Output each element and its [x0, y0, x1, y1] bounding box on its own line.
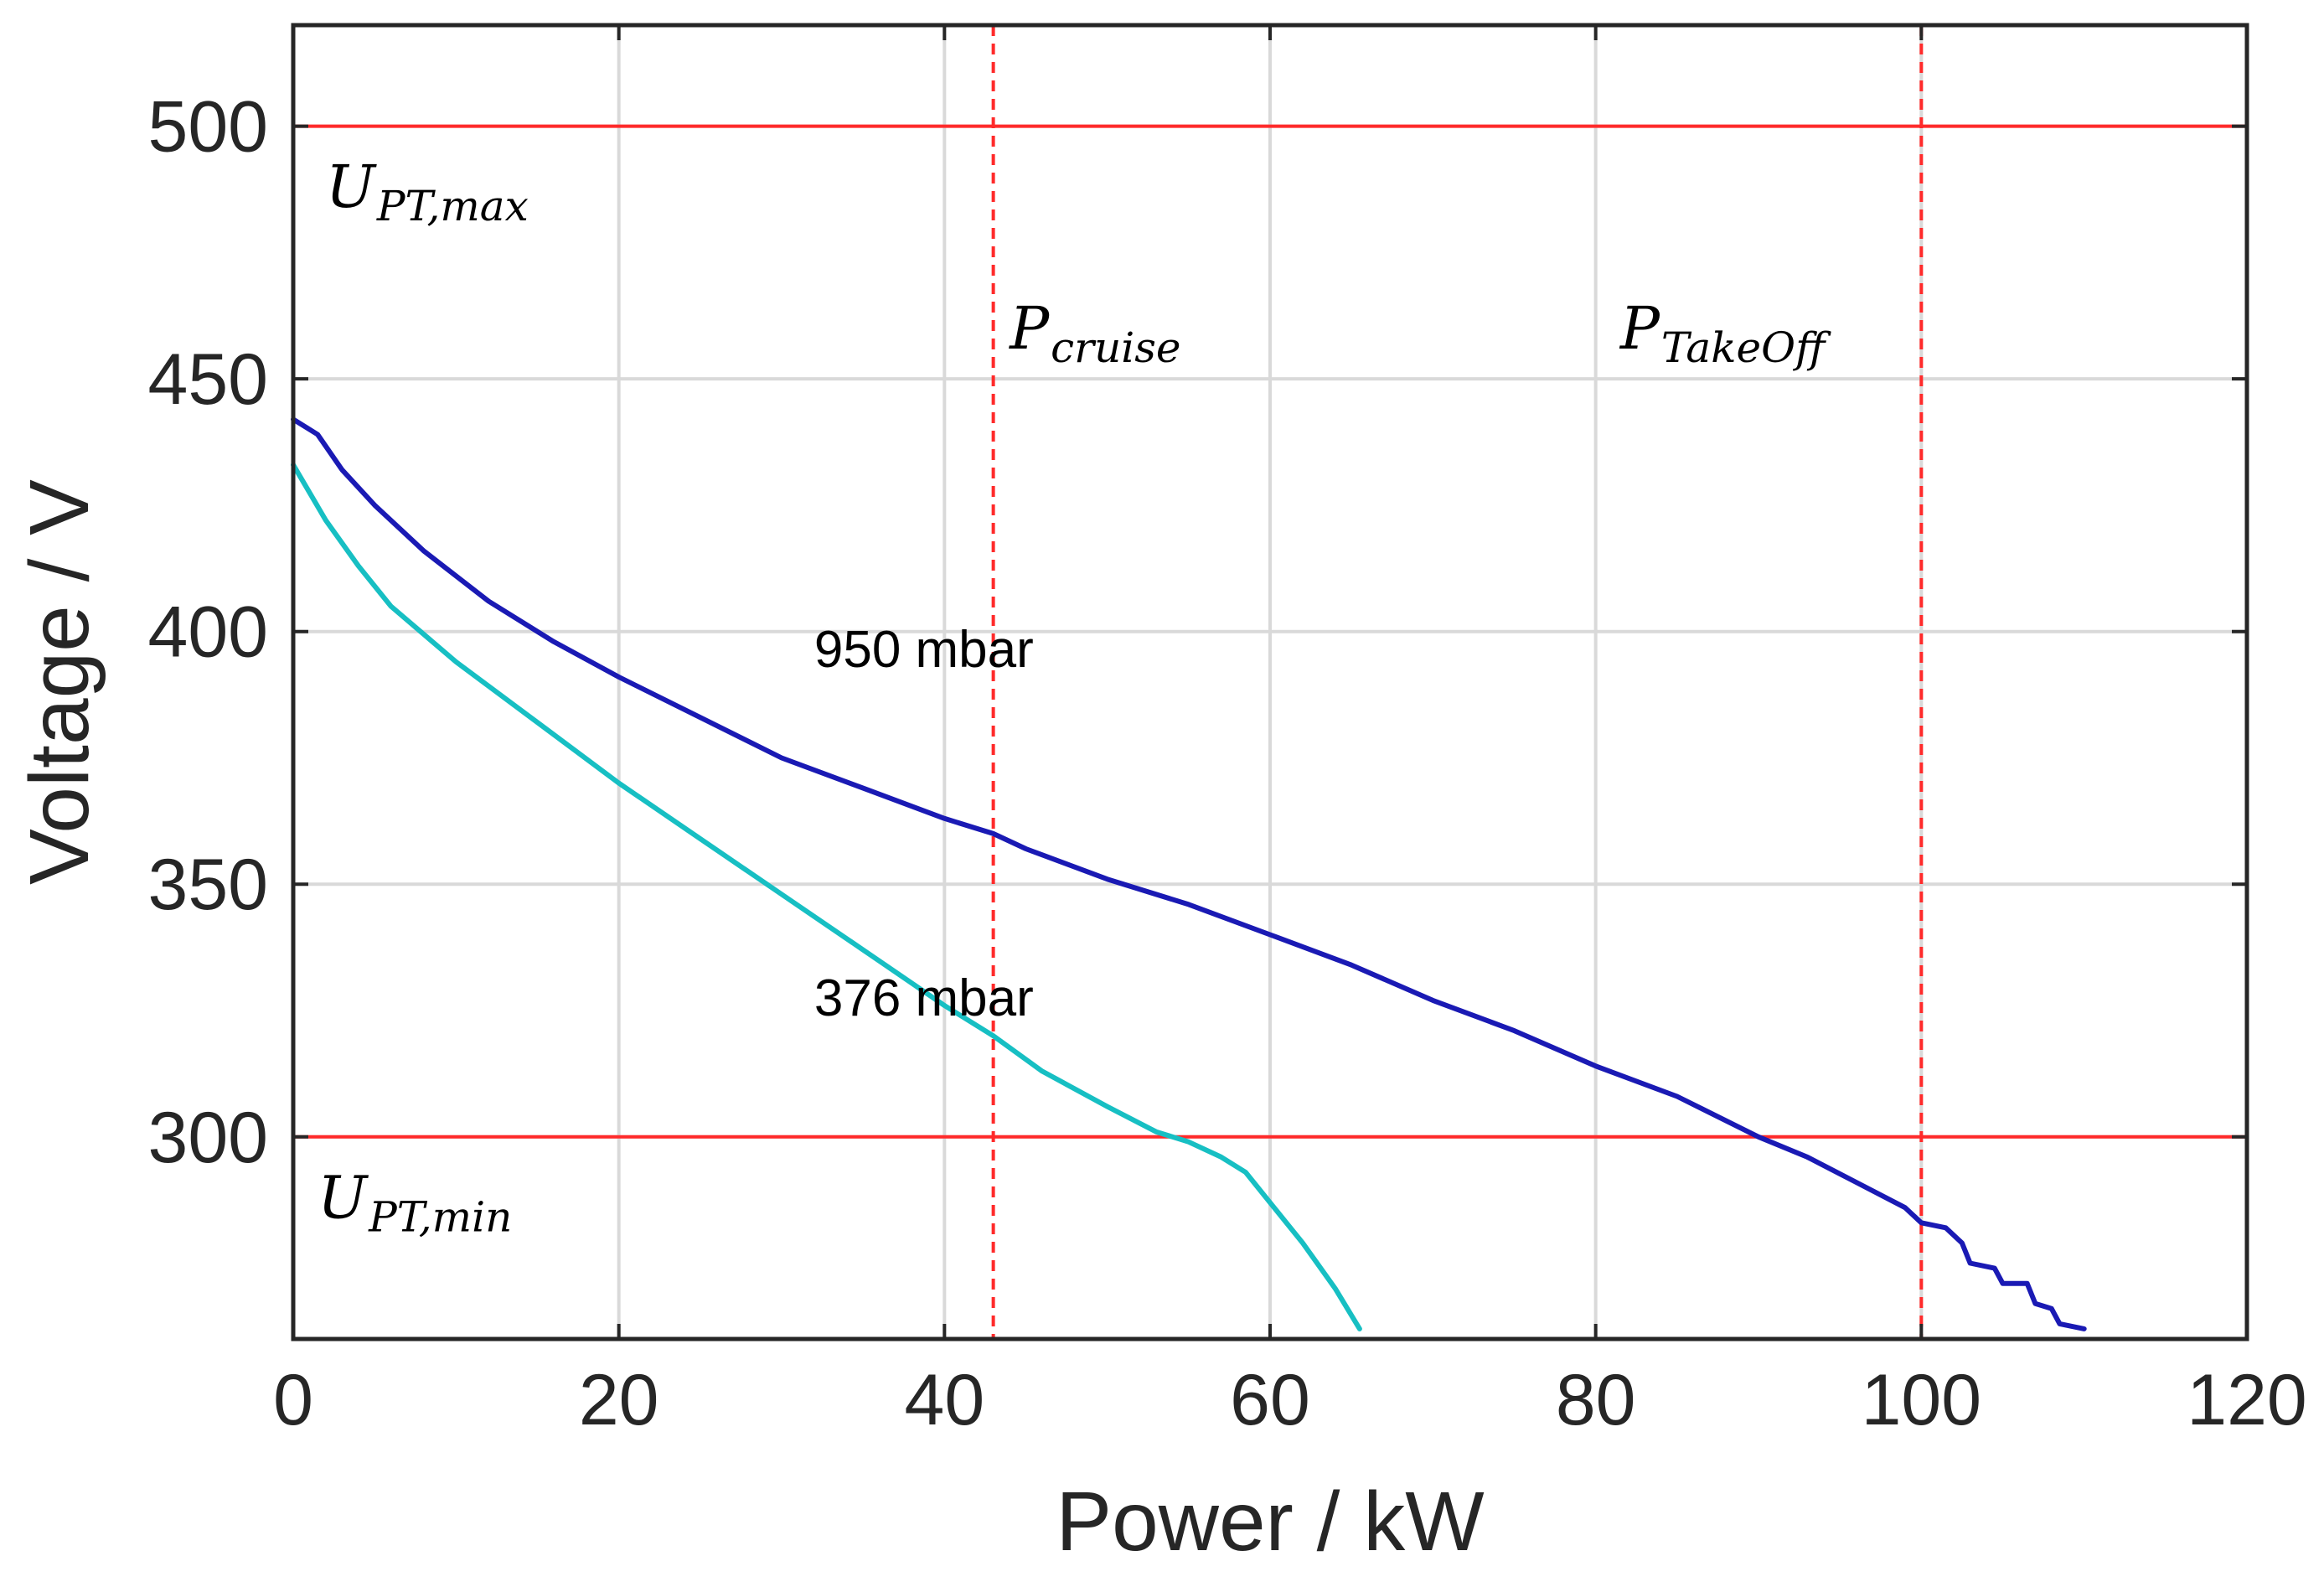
series-layer	[291, 416, 2087, 1331]
y-tick-label-350: 350	[148, 845, 269, 925]
x-tick-label-0: 0	[273, 1360, 313, 1440]
y-tick-label-500: 500	[148, 87, 269, 168]
x-tick-label-80: 80	[1556, 1360, 1636, 1440]
x-tick-label-60: 60	[1230, 1360, 1310, 1440]
annotation-layer: 950 mbar 376 mbar UPT,max UPT,min Pcruise PTa…	[318, 152, 1831, 1241]
x-tick-label-40: 40	[904, 1360, 984, 1440]
reference-label-P-cruise: Pcruise	[1008, 294, 1180, 372]
x-tick-label-120: 120	[2187, 1360, 2307, 1440]
series-line-950-mbar	[291, 416, 2087, 1331]
y-tick-label-300: 300	[148, 1098, 269, 1178]
x-tick-label-20: 20	[579, 1360, 659, 1440]
grid-layer	[293, 25, 2247, 1339]
tick-label-layer: 0 20 40 60 80 100 120 300 350 400 450 500	[148, 87, 2307, 1440]
reference-lines-layer	[293, 25, 2247, 1339]
series-line-376-mbar	[291, 462, 1362, 1331]
x-axis-title: Power / kW	[1056, 1475, 1485, 1569]
y-axis-title: Voltage / V	[13, 479, 106, 885]
reference-label-P-TakeOff: PTakeOff	[1619, 294, 1831, 372]
reference-label-U-PTmin: UPT,min	[318, 1163, 512, 1241]
reference-label-U-PTmax: UPT,max	[326, 152, 529, 230]
plot-frame-layer	[291, 23, 2249, 1341]
series-label-950-mbar: 950 mbar	[814, 621, 1034, 679]
y-tick-label-450: 450	[148, 339, 269, 420]
series-label-376-mbar: 376 mbar	[814, 969, 1034, 1027]
x-tick-label-100: 100	[1862, 1360, 1982, 1440]
y-tick-label-400: 400	[148, 592, 269, 673]
